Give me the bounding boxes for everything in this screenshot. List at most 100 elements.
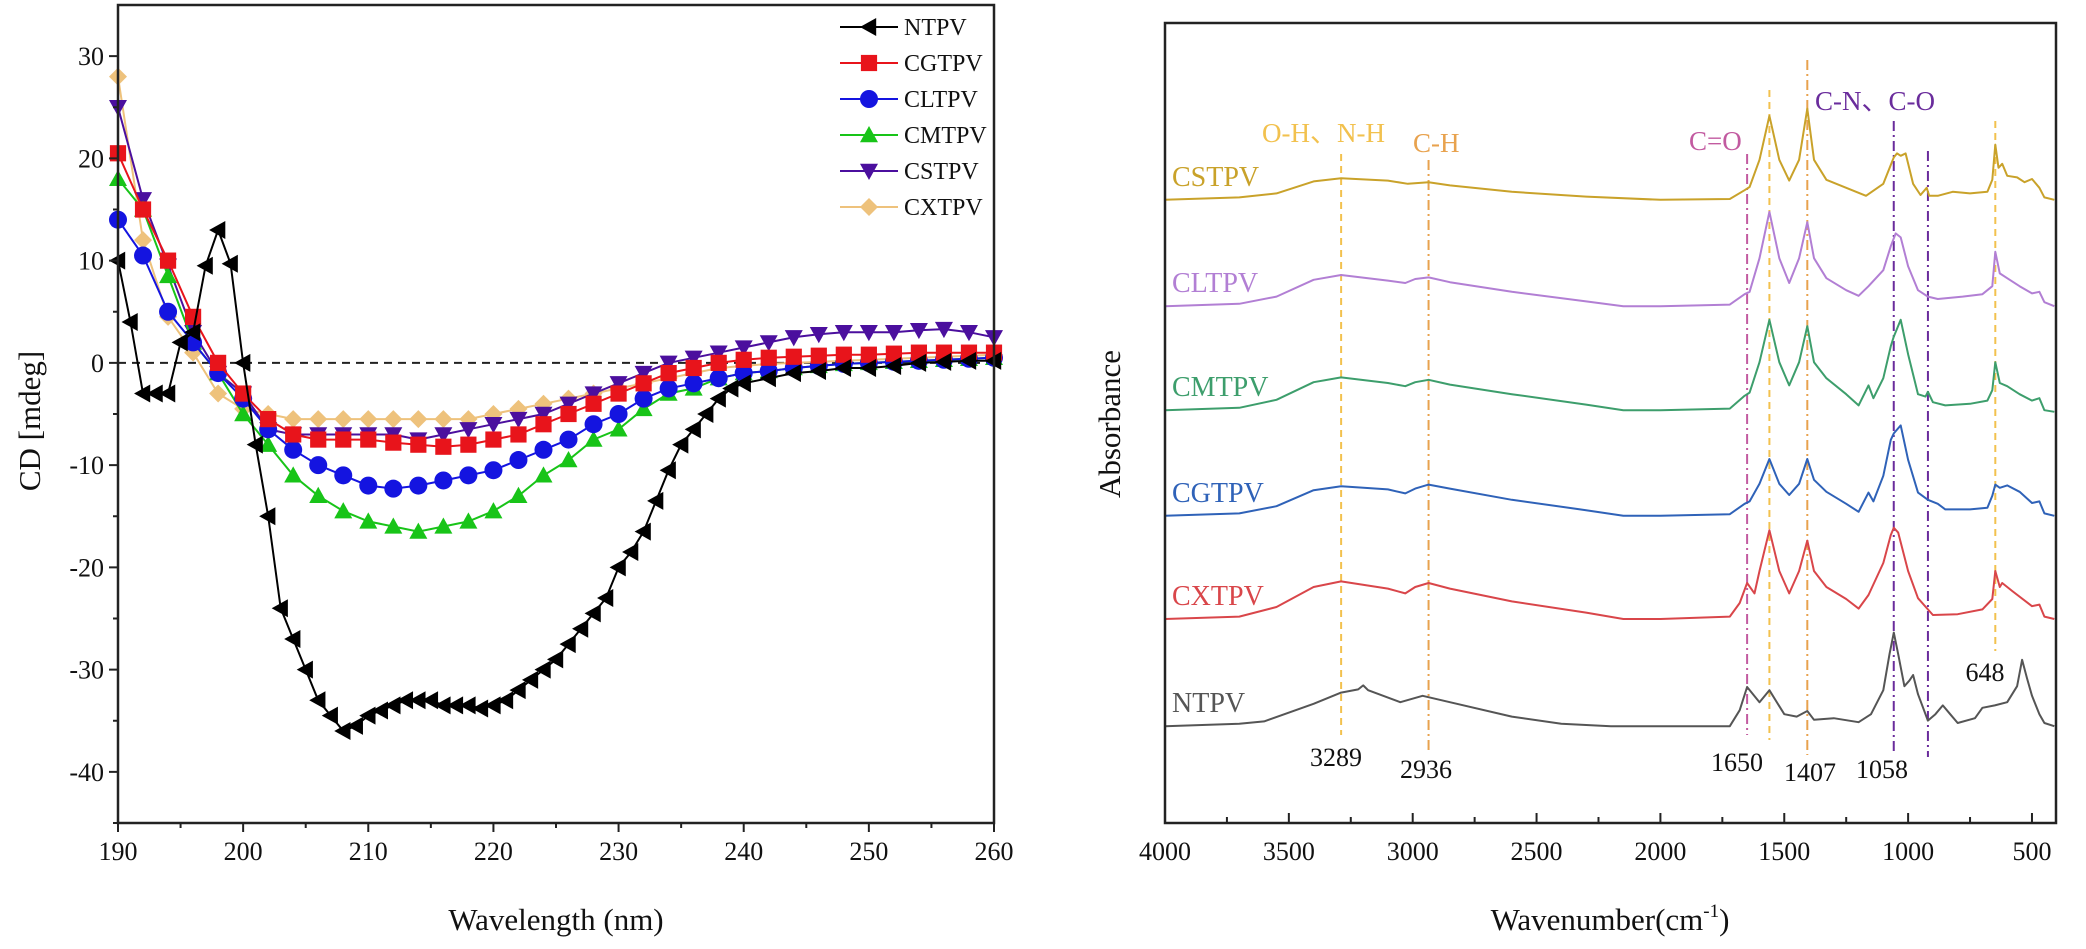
data-point <box>685 359 702 377</box>
data-point <box>409 410 428 429</box>
data-point <box>959 325 978 342</box>
data-point <box>396 691 414 710</box>
data-point <box>284 466 303 483</box>
data-point <box>409 691 426 710</box>
peak-label-648: 648 <box>1966 658 2005 687</box>
series-cgtpv <box>109 145 1003 455</box>
x-tick-label: 3000 <box>1387 837 1439 866</box>
data-point <box>446 696 464 715</box>
data-point <box>709 369 728 388</box>
x-tick-label: 500 <box>2012 837 2051 866</box>
data-point <box>459 422 478 439</box>
data-point <box>510 426 527 443</box>
data-point <box>384 517 403 534</box>
data-point <box>334 410 353 429</box>
data-point <box>885 345 902 362</box>
x-tick-label: 250 <box>849 837 888 866</box>
data-point <box>559 396 578 413</box>
data-point <box>309 456 328 475</box>
data-point <box>584 415 603 434</box>
data-point <box>471 699 489 718</box>
data-point <box>359 476 378 495</box>
data-point <box>710 354 727 371</box>
data-point <box>346 716 363 735</box>
x-tick-label: 260 <box>975 837 1014 866</box>
data-point <box>359 512 378 529</box>
legend-item-cstpv: CSTPV <box>840 159 979 185</box>
data-point <box>509 451 528 470</box>
y-tick-label: -40 <box>69 758 104 787</box>
data-point <box>234 405 253 422</box>
data-point <box>371 701 388 720</box>
series-ntpv <box>109 220 1002 740</box>
data-point <box>609 558 626 577</box>
legend-marker <box>860 126 878 143</box>
spectrum-cltpv <box>1164 210 2055 308</box>
data-point <box>610 385 627 402</box>
legend-label: CGTPV <box>904 51 983 77</box>
data-point <box>271 599 288 618</box>
cd-legend: NTPV CGTPV CLTPV CMTPV CSTPV CXTPV <box>840 15 987 221</box>
data-point <box>459 466 478 485</box>
data-point <box>684 350 703 367</box>
data-point <box>722 379 739 398</box>
data-point <box>534 466 553 483</box>
data-point <box>572 619 589 638</box>
data-point <box>734 340 753 357</box>
data-point <box>909 322 928 340</box>
series-cxtpv <box>109 67 1003 429</box>
data-point <box>434 696 451 715</box>
data-point <box>709 345 728 362</box>
data-point <box>659 461 676 480</box>
data-point <box>310 431 327 448</box>
data-point <box>835 346 852 363</box>
legend-marker <box>860 54 878 72</box>
data-point <box>634 522 651 541</box>
data-point <box>496 691 514 710</box>
data-point <box>171 333 188 352</box>
y-tick-label: 10 <box>78 247 104 276</box>
spectrum-label-cltpv: CLTPV <box>1172 268 1258 299</box>
cd-x-axis-title: Wavelength (nm) <box>448 902 663 937</box>
x-tick-label: 2500 <box>1511 837 1563 866</box>
data-point <box>859 325 878 342</box>
data-point <box>260 411 277 428</box>
data-point <box>210 354 227 371</box>
data-point <box>484 461 503 480</box>
data-point <box>134 192 153 209</box>
data-point <box>559 635 576 654</box>
x-tick-label: 230 <box>599 837 638 866</box>
data-point <box>285 426 302 443</box>
data-point <box>384 479 403 498</box>
data-point <box>309 410 328 429</box>
y-tick-label: -10 <box>69 451 104 480</box>
data-point <box>534 440 553 459</box>
data-point <box>385 434 402 451</box>
y-tick-label: -20 <box>69 553 104 582</box>
spectrum-cmtpv <box>1164 318 2055 413</box>
y-tick-label: 30 <box>78 42 104 71</box>
data-point <box>634 389 653 408</box>
data-point <box>659 379 678 398</box>
data-point <box>560 405 577 423</box>
x-tick-label: 1500 <box>1758 837 1810 866</box>
data-point <box>459 696 476 715</box>
data-point <box>209 220 226 239</box>
data-point <box>809 362 826 381</box>
data-point <box>485 431 502 448</box>
data-point <box>335 431 352 448</box>
data-point <box>284 629 301 648</box>
data-point <box>409 522 428 539</box>
data-point <box>384 410 403 429</box>
data-point <box>809 327 828 344</box>
data-point <box>709 389 726 408</box>
data-point <box>509 681 526 700</box>
x-tick-label: 200 <box>224 837 263 866</box>
data-point <box>321 706 338 725</box>
data-point <box>359 410 378 429</box>
x-tick-label: 3500 <box>1263 837 1315 866</box>
spectrum-label-cgtpv: CGTPV <box>1172 478 1264 509</box>
data-point <box>759 369 776 388</box>
data-point <box>334 466 353 485</box>
data-point <box>209 384 228 403</box>
